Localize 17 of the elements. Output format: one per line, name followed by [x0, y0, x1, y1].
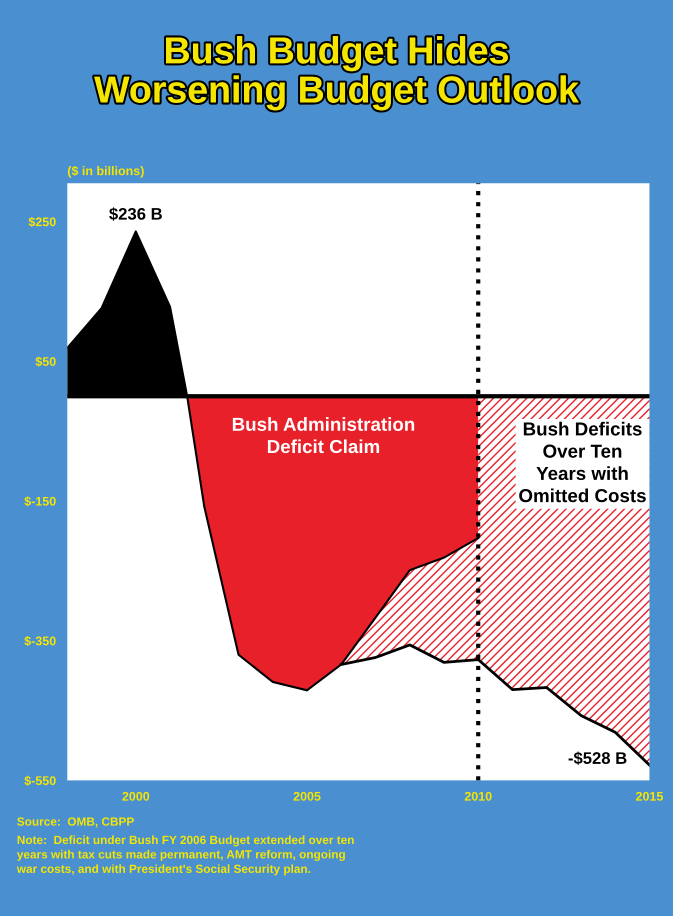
text: Note: Deficit under Bush FY 2006 Budget extended over ten years with tax cuts made permanent, AMT reform, ongoing war costs, and with President's Social Security plan. [16, 835, 354, 876]
x-tick-label: 2015 [636, 792, 663, 801]
source-note: Source: OMB, CBPP [17, 817, 134, 828]
y-tick-label: $250 [28, 216, 56, 228]
x-tick-label: 2005 [294, 792, 321, 801]
annotation: -$528 B [568, 751, 626, 766]
series-label: Bush Administration Deficit Claim [232, 417, 414, 454]
annotation: $236 B [109, 207, 162, 221]
y-tick-label: $-150 [24, 496, 56, 506]
series-label: Bush Deficits Over Ten Years with Omitted Costs [519, 422, 646, 502]
x-tick-label: 2000 [122, 792, 150, 801]
y-tick-label: $-550 [24, 776, 56, 786]
y-tick-label: $50 [36, 356, 56, 367]
x-tick-label: 2010 [464, 792, 492, 801]
y-axis-title: ($ in billions) [68, 166, 144, 178]
chart-title: Bush Budget Hides Worsening Budget Outlook [94, 36, 579, 110]
y-tick-label: $-350 [24, 636, 56, 646]
